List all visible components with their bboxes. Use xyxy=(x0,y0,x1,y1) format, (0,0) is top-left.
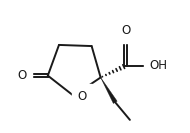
Text: O: O xyxy=(18,69,27,82)
Text: O: O xyxy=(77,90,86,103)
Text: O: O xyxy=(122,24,131,37)
Polygon shape xyxy=(101,77,117,103)
Text: OH: OH xyxy=(150,59,168,72)
